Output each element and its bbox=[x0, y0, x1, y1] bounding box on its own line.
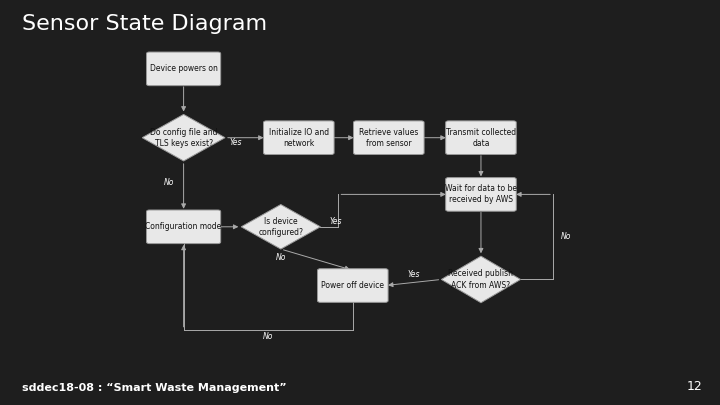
Text: Yes: Yes bbox=[230, 138, 242, 147]
FancyBboxPatch shape bbox=[147, 210, 220, 243]
Text: sddec18-08 : “Smart Waste Management”: sddec18-08 : “Smart Waste Management” bbox=[22, 383, 287, 393]
FancyBboxPatch shape bbox=[147, 52, 220, 86]
Text: Received publish
ACK from AWS?: Received publish ACK from AWS? bbox=[449, 269, 513, 290]
Text: No: No bbox=[164, 178, 174, 187]
Text: Device powers on: Device powers on bbox=[150, 64, 217, 73]
Text: Wait for data to be
received by AWS: Wait for data to be received by AWS bbox=[445, 184, 517, 205]
FancyBboxPatch shape bbox=[446, 121, 516, 154]
FancyBboxPatch shape bbox=[318, 269, 388, 302]
Text: Yes: Yes bbox=[407, 270, 420, 279]
FancyBboxPatch shape bbox=[446, 177, 516, 211]
Text: Initialize IO and
network: Initialize IO and network bbox=[269, 128, 329, 148]
Text: Power off device: Power off device bbox=[321, 281, 384, 290]
FancyBboxPatch shape bbox=[264, 121, 334, 154]
Text: No: No bbox=[263, 332, 274, 341]
Polygon shape bbox=[441, 256, 521, 303]
Text: No: No bbox=[561, 232, 571, 241]
Text: No: No bbox=[276, 254, 286, 262]
Polygon shape bbox=[241, 205, 320, 249]
Text: Configuration mode: Configuration mode bbox=[145, 222, 222, 231]
Text: Is device
configured?: Is device configured? bbox=[258, 217, 303, 237]
Text: Retrieve values
from sensor: Retrieve values from sensor bbox=[359, 128, 418, 148]
Text: Transmit collected
data: Transmit collected data bbox=[446, 128, 516, 148]
Text: Yes: Yes bbox=[330, 217, 343, 226]
FancyBboxPatch shape bbox=[354, 121, 424, 154]
Text: Sensor State Diagram: Sensor State Diagram bbox=[22, 14, 266, 34]
Text: 12: 12 bbox=[686, 380, 702, 393]
Polygon shape bbox=[143, 114, 225, 161]
Text: Do config file and
TLS keys exist?: Do config file and TLS keys exist? bbox=[150, 128, 217, 148]
